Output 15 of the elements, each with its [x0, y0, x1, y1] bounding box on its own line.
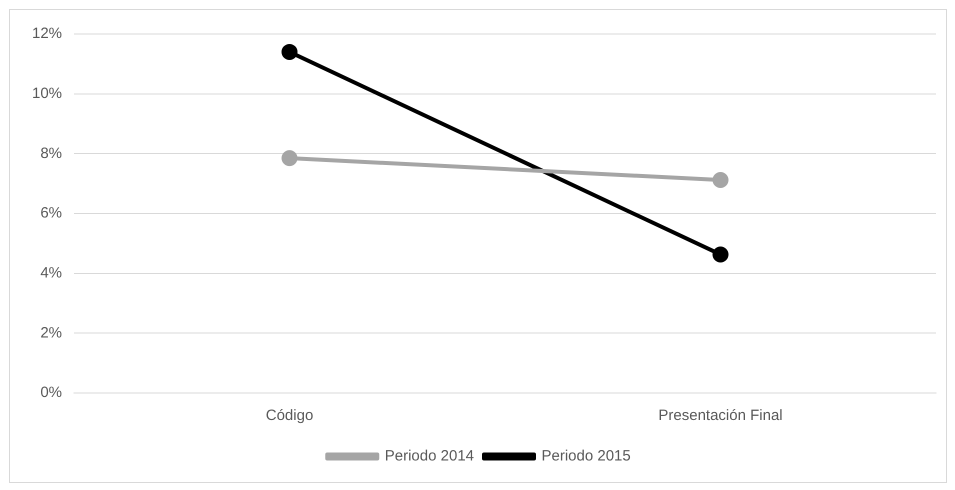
y-tick-label: 2% [40, 324, 62, 342]
point [282, 150, 298, 166]
point [712, 172, 729, 188]
x-tick-label: Presentación Final [658, 407, 783, 424]
y-tick-label: 12% [32, 25, 62, 42]
y-tick-label: 0% [40, 384, 62, 402]
y-tick-label: 10% [32, 84, 62, 102]
point [282, 44, 298, 60]
x-tick-label: Código [266, 407, 314, 424]
point [712, 246, 729, 262]
legend-label: Periodo 2014 [384, 448, 474, 465]
legend-label: Periodo 2015 [542, 448, 631, 465]
y-tick-label: 4% [40, 264, 62, 282]
y-tick-label: 8% [40, 144, 62, 162]
y-tick-label: 6% [40, 204, 62, 222]
